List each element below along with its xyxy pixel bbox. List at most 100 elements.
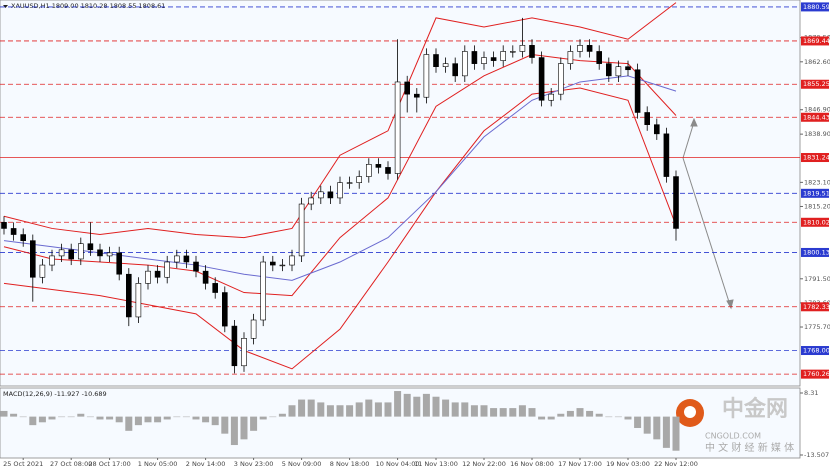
- level-label: 1819.51: [803, 189, 830, 197]
- projection-arrows: [682, 117, 734, 310]
- candle-body: [615, 66, 622, 77]
- candle-body: [289, 255, 295, 266]
- candle-body: [404, 81, 411, 95]
- macd-bar: [566, 410, 574, 417]
- macd-bar: [403, 393, 411, 417]
- macd-bar: [163, 416, 171, 420]
- level-label: 1869.44: [803, 37, 830, 45]
- macd-bar: [259, 416, 267, 420]
- x-tick-label: 17 Nov 17:00: [558, 460, 602, 468]
- level-label-box: [801, 369, 829, 379]
- macd-bar: [144, 416, 152, 423]
- candle-body: [308, 197, 315, 205]
- watermark-logo-inner: [684, 406, 696, 418]
- level-label-box: [801, 188, 829, 198]
- candle-body: [58, 249, 65, 257]
- watermark: 中金网 CNGOLD.COM 中 文 财 经 新 媒 体: [676, 396, 794, 454]
- candle-body: [394, 81, 401, 174]
- candle-body: [596, 51, 603, 64]
- macd-bar: [394, 391, 402, 417]
- y-tick-label: 1862.60: [804, 58, 830, 66]
- candle-body: [663, 133, 670, 177]
- macd-bar: [48, 416, 56, 420]
- y-tick-label: 1791.50: [804, 275, 830, 283]
- macd-bar: [288, 405, 296, 417]
- candle-body: [279, 264, 286, 267]
- macd-bar: [0, 410, 8, 417]
- candle-body: [174, 255, 180, 263]
- level-label: 1800.13: [803, 248, 830, 256]
- x-tick-label: 10 Nov 04:00: [376, 460, 420, 468]
- macd-title: MACD(12,26,9) -11.927 -10.689: [3, 390, 107, 398]
- macd-bar: [480, 405, 488, 417]
- macd-bar: [422, 393, 430, 417]
- macd-bar: [211, 416, 219, 426]
- band-line: [3, 53, 677, 297]
- candle-body: [1, 222, 7, 229]
- candle-body: [250, 319, 257, 339]
- candle-body: [78, 243, 84, 260]
- chart-title: XAUUSD,H1 1809.00 1810.28 1808.55 1808.6…: [11, 2, 165, 10]
- macd-bar: [653, 416, 661, 440]
- y-tick-label: 1846.90: [804, 106, 830, 114]
- macd-bar: [470, 405, 478, 417]
- candle-body: [433, 54, 439, 67]
- macd-bar: [154, 416, 162, 423]
- candle-body: [193, 261, 199, 272]
- macd-bar: [451, 402, 459, 417]
- level-label: 1768.00: [803, 347, 830, 355]
- candle-body: [29, 240, 36, 278]
- macd-bar: [298, 399, 306, 417]
- candle-body: [673, 176, 679, 229]
- macd-bar: [38, 416, 46, 423]
- macd-bar: [461, 402, 469, 417]
- macd-bar: [10, 413, 18, 417]
- x-tick-label: 2 Nov 14:00: [186, 460, 226, 468]
- macd-bar: [547, 416, 555, 420]
- watermark-site: CNGOLD.COM: [705, 432, 761, 441]
- candle-body: [269, 261, 276, 266]
- level-label-box: [801, 112, 829, 122]
- macd-bar: [58, 416, 66, 418]
- x-tick-label: 5 Nov 09:00: [282, 460, 322, 468]
- macd-bar: [442, 399, 450, 417]
- candle-body: [385, 167, 391, 174]
- level-label: 1782.33: [803, 303, 830, 311]
- candle-body: [68, 249, 74, 260]
- y-tick-label: 1838.90: [804, 130, 830, 138]
- band-line: [3, 87, 677, 370]
- candle-body: [10, 228, 17, 235]
- macd-bar: [643, 416, 651, 434]
- level-label-box: [801, 302, 829, 312]
- candle-body: [298, 203, 305, 257]
- macd-bar: [384, 402, 392, 417]
- candle-body: [164, 261, 170, 278]
- candle-body: [231, 325, 238, 367]
- candle-body: [126, 273, 132, 318]
- macd-bar: [106, 416, 114, 420]
- macd-bar: [336, 405, 344, 417]
- macd-bar: [278, 413, 286, 417]
- candle-body: [577, 45, 583, 52]
- macd-bar: [173, 416, 181, 418]
- candle-body: [557, 63, 564, 95]
- level-label: 1855.25: [803, 80, 830, 88]
- macd-bar: [557, 413, 565, 417]
- macd-bar: [624, 416, 632, 420]
- macd-bar: [86, 416, 94, 418]
- macd-bar: [413, 396, 421, 417]
- macd-bar: [317, 402, 325, 417]
- watermark-tagline: 中 文 财 经 新 媒 体: [705, 441, 794, 454]
- candle-body: [49, 255, 55, 266]
- y-tick-label: 1775.70: [804, 323, 830, 331]
- candle-body: [586, 45, 593, 52]
- macd-bar: [509, 408, 517, 417]
- candle-body: [183, 255, 190, 263]
- y-tick-label: -13.507: [804, 451, 829, 459]
- menu-icon[interactable]: [3, 5, 8, 8]
- x-tick-label: 27 Oct 08:00: [50, 460, 92, 468]
- candle-body: [442, 63, 449, 67]
- macd-bar: [595, 413, 603, 417]
- candle-body: [212, 283, 218, 293]
- candle-body: [222, 292, 228, 327]
